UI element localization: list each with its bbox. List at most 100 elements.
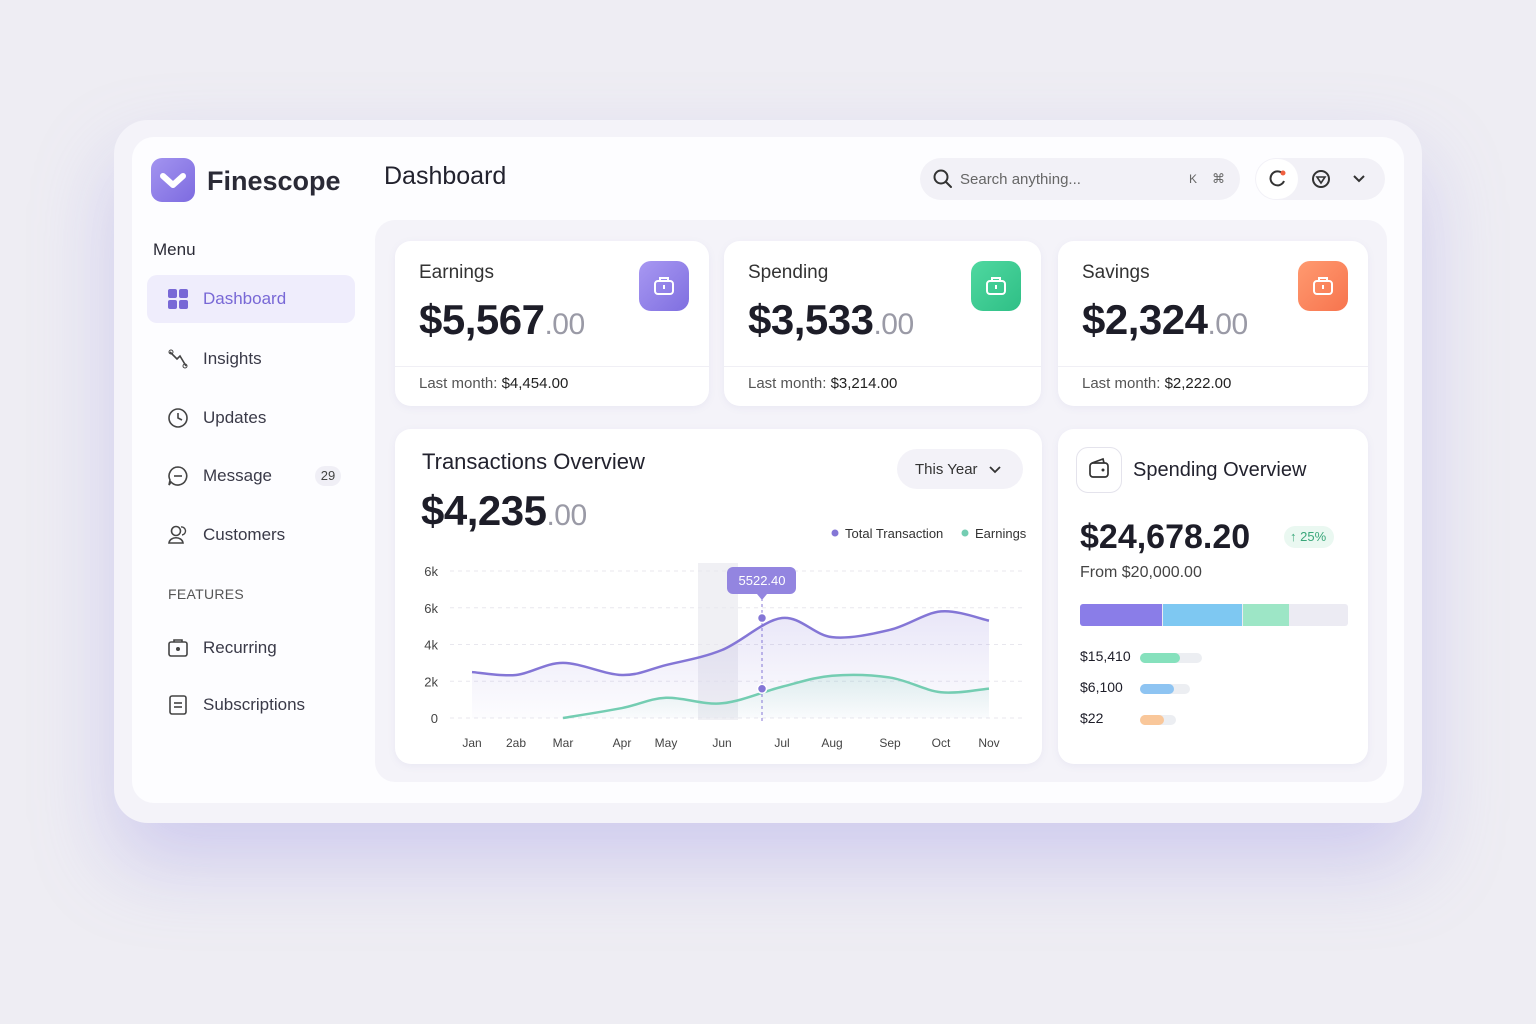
legend-dot — [831, 529, 839, 537]
search-box[interactable]: Search anything... K ⌘ — [920, 158, 1240, 200]
message-icon — [168, 466, 188, 486]
menu-item[interactable]: Updates — [147, 394, 355, 442]
x-tick-label: 2ab — [506, 736, 526, 750]
legend-dot — [961, 529, 969, 537]
x-tick-label: Mar — [553, 736, 574, 750]
item-track — [1140, 715, 1176, 725]
legend-label: Earnings — [975, 526, 1027, 541]
y-tick-label: 4k — [424, 638, 438, 653]
notification-button[interactable] — [1256, 159, 1298, 199]
divider — [395, 366, 709, 367]
wallet-icon-box — [1076, 447, 1122, 493]
menu-item-active[interactable]: Dashboard — [147, 275, 355, 323]
amount: $3,533 — [748, 296, 874, 343]
customers-icon — [168, 525, 187, 544]
amount-cents: .00 — [1207, 308, 1248, 341]
tooltip-box — [727, 567, 796, 594]
card-title: Spending Overview — [1133, 459, 1307, 481]
spending-amount: $24,678.20 — [1080, 518, 1251, 556]
item-fill — [1140, 715, 1164, 725]
recurring-icon — [168, 639, 188, 657]
dropdown-icon — [988, 466, 1001, 474]
item-track — [1140, 684, 1190, 694]
help-icon[interactable] — [1311, 169, 1331, 189]
search-placeholder: Search anything... — [960, 171, 1081, 188]
card-title: Earnings — [419, 262, 494, 283]
legend-label: Total Transaction — [845, 526, 943, 541]
menu-item[interactable]: Subscriptions — [147, 681, 355, 729]
features-heading: FEATURES — [168, 586, 245, 602]
item-amount: $15,410 — [1080, 648, 1131, 664]
menu-heading: Menu — [153, 240, 196, 259]
shortcut-key: K — [1189, 172, 1198, 186]
divider — [1058, 366, 1368, 367]
y-tick-label: 2k — [424, 674, 438, 689]
x-tick-label: Oct — [932, 736, 951, 750]
y-tick-label: 0 — [431, 711, 438, 726]
menu-item[interactable]: Customers — [147, 511, 355, 559]
amount-cents: .00 — [546, 499, 587, 532]
last-month-label: Last month: — [1082, 375, 1161, 392]
item-amount: $6,100 — [1080, 679, 1123, 695]
page-title: Dashboard — [384, 162, 507, 190]
brand-name: Finescope — [207, 166, 341, 196]
last-month-label: Last month: — [419, 375, 498, 392]
series-line — [471, 610, 990, 677]
menu-label: Message — [203, 466, 272, 485]
amount: $4,235 — [421, 487, 547, 534]
tooltip-text: 5522.40 — [739, 573, 786, 588]
card-icon — [1298, 261, 1348, 311]
series-line — [562, 673, 990, 720]
last-month-label: Last month: — [748, 375, 827, 392]
dropdown-icon[interactable] — [1351, 171, 1367, 187]
menu-item[interactable]: Message 29 — [147, 452, 355, 500]
dashboard-icon — [168, 289, 188, 309]
bar-segment — [1080, 604, 1162, 626]
series-area — [563, 674, 989, 718]
stat-card: Earnings $5,567.00 Last month: $4,454.00 — [395, 241, 709, 406]
x-tick-label: Jan — [462, 736, 481, 750]
x-tick-label: Jul — [774, 736, 789, 750]
menu-label: Insights — [203, 349, 262, 368]
notification-icon — [1269, 170, 1286, 187]
subscriptions-icon — [169, 695, 187, 715]
shortcut-key: ⌘ — [1212, 171, 1225, 186]
last-month-value: $3,214.00 — [830, 375, 898, 392]
item-amount: $22 — [1080, 710, 1104, 726]
spending-overview-card: Spending Overview $24,678.20 ↑ 25% From … — [1058, 429, 1368, 764]
period-filter[interactable]: This Year — [897, 449, 1023, 489]
item-track — [1140, 653, 1202, 663]
stat-card: Spending $3,533.00 Last month: $3,214.00 — [724, 241, 1041, 406]
bar-segment — [1243, 604, 1289, 626]
spending-bar — [1080, 604, 1348, 626]
card-amount: $5,567.00 — [419, 296, 585, 344]
icon-glyph — [986, 277, 1006, 295]
card-icon — [639, 261, 689, 311]
last-month: Last month: $2,222.00 — [1082, 375, 1231, 392]
menu-item[interactable]: Recurring — [147, 624, 355, 672]
card-title: Spending — [748, 262, 829, 283]
item-fill — [1140, 684, 1174, 694]
menu-item[interactable]: Insights — [147, 335, 355, 383]
from-amount: From $20,000.00 — [1080, 564, 1202, 581]
amount: $2,324 — [1082, 296, 1208, 343]
search-icon — [933, 169, 952, 188]
change-value: 25% — [1300, 529, 1327, 544]
card-icon — [971, 261, 1021, 311]
x-tick-label: Jun — [712, 736, 731, 750]
change-badge: ↑ 25% — [1284, 526, 1335, 548]
card-amount: $3,533.00 — [748, 296, 914, 344]
transactions-amount: $4,235.00 — [421, 487, 587, 535]
header-actions — [1255, 158, 1385, 200]
icon-glyph — [654, 277, 674, 295]
item-fill — [1140, 653, 1180, 663]
insights-icon — [168, 349, 188, 369]
last-month: Last month: $4,454.00 — [419, 375, 568, 392]
x-tick-label: Sep — [879, 736, 901, 750]
menu-label: Dashboard — [203, 289, 287, 308]
y-tick-label: 6k — [424, 601, 438, 616]
stat-card: Savings $2,324.00 Last month: $2,222.00 — [1058, 241, 1368, 406]
logo — [151, 158, 195, 202]
last-month-value: $4,454.00 — [501, 375, 569, 392]
